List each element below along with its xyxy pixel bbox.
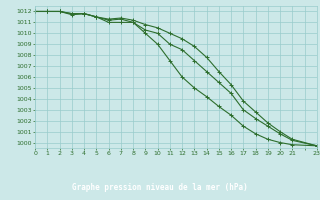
Text: Graphe pression niveau de la mer (hPa): Graphe pression niveau de la mer (hPa) xyxy=(72,182,248,192)
